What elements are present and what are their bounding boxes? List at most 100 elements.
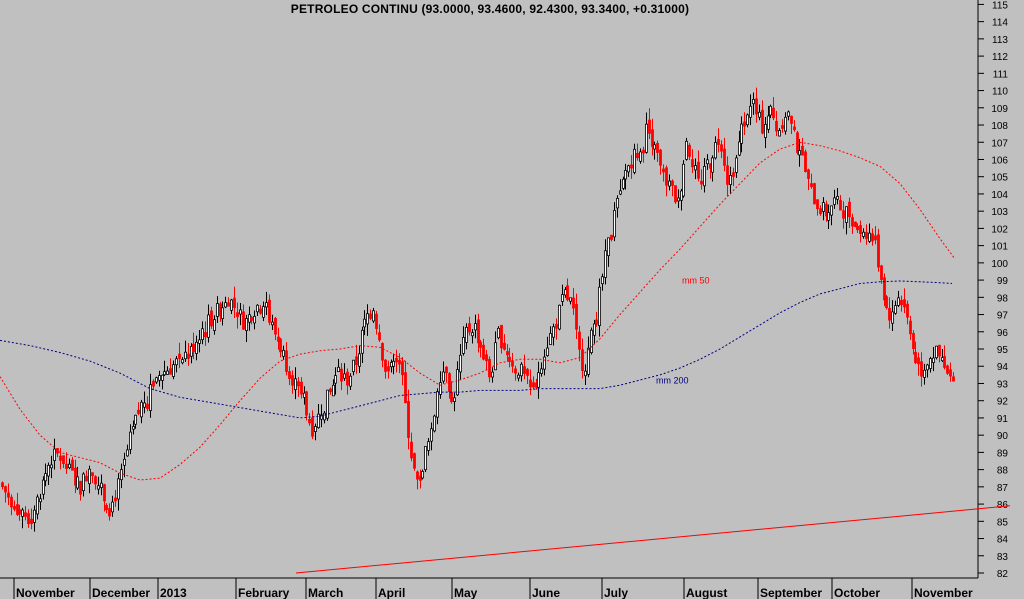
- candle-down-body: [450, 391, 453, 403]
- candle-up-body: [358, 353, 361, 367]
- candle-up-body: [361, 329, 364, 354]
- candle-down-body: [610, 234, 613, 240]
- candle-down-body: [329, 388, 332, 392]
- candle-down-body: [877, 234, 880, 268]
- candle-down-body: [308, 418, 311, 424]
- candle-up-body: [613, 210, 616, 238]
- candle-up-body: [320, 414, 323, 420]
- candle-up-body: [894, 305, 897, 314]
- candle-down-body: [781, 125, 784, 129]
- candle-down-body: [152, 380, 155, 387]
- candle-down-body: [103, 484, 106, 502]
- candle-up-body: [294, 378, 297, 390]
- y-tick-label: 87: [997, 483, 1009, 494]
- candle-up-body: [68, 463, 71, 469]
- candle-down-body: [413, 453, 416, 469]
- y-tick-label: 86: [997, 500, 1009, 511]
- candle-down-body: [952, 376, 955, 382]
- candle-up-body: [349, 375, 352, 387]
- candle-down-body: [404, 372, 407, 404]
- candle-down-body: [1, 482, 4, 488]
- candle-down-body: [146, 403, 149, 409]
- candle-up-body: [129, 431, 132, 450]
- candle-down-body: [311, 417, 314, 437]
- y-tick-label: 98: [997, 293, 1009, 304]
- x-tick-label: September: [760, 586, 822, 599]
- candle-up-body: [82, 473, 85, 492]
- candle-down-body: [854, 221, 857, 227]
- candle-up-body: [53, 448, 56, 461]
- candle-down-body: [726, 165, 729, 185]
- candle-up-body: [645, 123, 648, 153]
- candle-up-body: [845, 206, 848, 223]
- candle-down-body: [514, 368, 517, 374]
- candle-up-body: [442, 371, 445, 382]
- candle-down-body: [18, 509, 21, 515]
- candle-up-body: [47, 464, 50, 477]
- candle-down-body: [717, 139, 720, 145]
- candle-down-body: [848, 201, 851, 218]
- candle-up-body: [926, 364, 929, 371]
- candle-up-body: [833, 197, 836, 205]
- candle-up-body: [332, 384, 335, 397]
- candle-down-body: [946, 365, 949, 374]
- candle-up-body: [230, 299, 233, 311]
- candle-up-body: [163, 371, 166, 376]
- candle-up-body: [352, 359, 355, 372]
- candle-up-body: [453, 397, 456, 403]
- candle-down-body: [485, 354, 488, 362]
- candle-up-body: [711, 157, 714, 173]
- candle-up-body: [517, 374, 520, 379]
- candle-up-body: [392, 360, 395, 367]
- candle-down-body: [807, 169, 810, 179]
- candle-up-body: [184, 351, 187, 360]
- candle-down-body: [656, 142, 659, 153]
- candle-up-body: [201, 328, 204, 341]
- candle-down-body: [761, 109, 764, 134]
- candle-up-body: [738, 141, 741, 156]
- candle-up-body: [822, 202, 825, 212]
- x-tick-label: February: [238, 586, 290, 599]
- candle-down-body: [842, 210, 845, 219]
- candle-up-body: [668, 180, 671, 187]
- candle-up-body: [343, 373, 346, 379]
- candle-down-body: [665, 167, 668, 186]
- candle-up-body: [216, 303, 219, 317]
- candle-down-body: [274, 317, 277, 335]
- candle-down-body: [720, 144, 723, 152]
- candle-down-body: [79, 480, 82, 495]
- y-tick-label: 110: [992, 87, 1008, 98]
- candle-up-body: [929, 358, 932, 369]
- candle-up-body: [33, 509, 36, 523]
- candle-down-body: [865, 231, 868, 240]
- candle-down-body: [920, 361, 923, 377]
- candle-down-body: [387, 366, 390, 372]
- candle-up-body: [923, 369, 926, 378]
- candle-up-body: [827, 212, 830, 221]
- candle-up-body: [126, 449, 129, 457]
- candle-up-body: [363, 318, 366, 328]
- candle-down-body: [790, 115, 793, 124]
- candle-down-body: [642, 149, 645, 154]
- candle-up-body: [653, 144, 656, 150]
- candle-up-body: [749, 105, 752, 118]
- candle-up-body: [172, 364, 175, 377]
- candle-up-body: [120, 469, 123, 481]
- x-tick-label: 2013: [160, 586, 187, 599]
- candle-down-body: [900, 300, 903, 306]
- candle-up-body: [784, 116, 787, 132]
- candle-down-body: [566, 285, 569, 301]
- candle-down-body: [416, 471, 419, 480]
- x-tick-label: March: [308, 586, 343, 599]
- y-tick-label: 109: [991, 104, 1008, 115]
- candle-down-body: [108, 508, 111, 517]
- candle-up-body: [436, 391, 439, 418]
- candle-down-body: [169, 368, 172, 375]
- ma200-line: [0, 280, 953, 419]
- candle-up-body: [42, 479, 45, 495]
- y-tick-label: 89: [997, 448, 1009, 459]
- candle-down-body: [532, 382, 535, 388]
- candle-down-body: [743, 121, 746, 127]
- y-tick-label: 92: [997, 397, 1009, 408]
